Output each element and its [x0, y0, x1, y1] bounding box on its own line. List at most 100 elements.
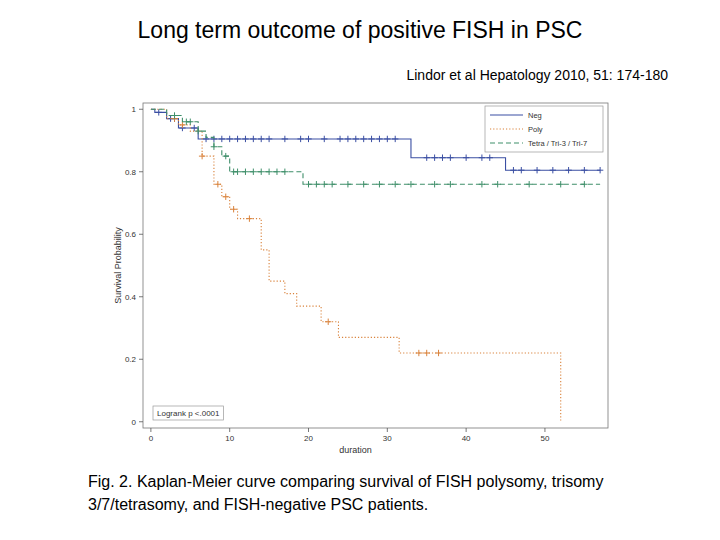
x-tick-label: 30	[383, 434, 392, 443]
censor-mark	[558, 181, 564, 187]
censor-mark	[211, 144, 217, 150]
censor-mark	[171, 112, 177, 118]
survival-curve	[151, 109, 600, 170]
x-tick	[466, 428, 467, 432]
censor-mark	[242, 169, 248, 175]
censor-mark	[518, 167, 524, 173]
x-tick-label: 0	[149, 434, 154, 443]
censor-mark	[223, 153, 229, 159]
y-tick-label: 0	[132, 418, 137, 427]
censor-mark	[282, 169, 288, 175]
censor-mark	[431, 181, 437, 187]
y-tick	[139, 234, 143, 235]
legend-swatch	[490, 142, 523, 143]
annotation: Logrank p <.0001	[157, 409, 220, 418]
censor-mark	[329, 181, 335, 187]
censor-mark	[360, 181, 366, 187]
censor-mark	[156, 109, 162, 115]
censor-mark	[479, 181, 485, 187]
censor-mark	[565, 167, 571, 173]
legend: NegPolyTetra / Tri-3 / Tri-7	[485, 106, 603, 152]
censor-mark	[376, 136, 382, 142]
x-tick	[150, 428, 151, 432]
y-axis-label: Survival Probability	[113, 227, 123, 304]
censor-mark	[550, 167, 556, 173]
censor-mark	[274, 169, 280, 175]
legend-swatch	[490, 128, 523, 129]
censor-mark	[435, 350, 441, 356]
y-tick	[139, 109, 143, 110]
survival-curve	[151, 109, 561, 422]
chart: Long term outcome of positive FISH in PS…	[0, 0, 720, 540]
censor-mark	[258, 169, 264, 175]
censor-mark	[297, 136, 303, 142]
censor-mark	[234, 169, 240, 175]
caption: Fig. 2. Kaplan-Meier curve comparing sur…	[88, 470, 648, 516]
censor-mark	[431, 154, 437, 160]
censor-mark	[392, 181, 398, 187]
annotation-box	[153, 406, 224, 420]
censor-mark	[494, 181, 500, 187]
censor-mark	[266, 136, 272, 142]
censor-mark	[337, 136, 343, 142]
y-tick	[139, 359, 143, 360]
censor-mark	[258, 136, 264, 142]
x-tick-label: 10	[225, 434, 234, 443]
y-tick	[139, 421, 143, 422]
censor-mark	[581, 181, 587, 187]
x-tick	[229, 428, 230, 432]
censor-mark	[392, 136, 398, 142]
y-tick-label: 1	[132, 105, 137, 114]
censor-mark	[353, 136, 359, 142]
censor-mark	[384, 136, 390, 142]
censor-mark	[282, 136, 288, 142]
censor-mark	[360, 136, 366, 142]
y-tick-label: 0.8	[125, 168, 137, 177]
censor-mark	[325, 319, 331, 325]
censor-mark	[345, 136, 351, 142]
censor-mark	[368, 136, 374, 142]
x-tick-label: 50	[540, 434, 549, 443]
censor-mark	[234, 136, 240, 142]
censor-mark	[424, 350, 430, 356]
censor-mark	[230, 206, 236, 212]
censor-mark	[597, 167, 603, 173]
censor-mark	[219, 136, 225, 142]
censor-mark	[487, 154, 493, 160]
y-tick	[139, 296, 143, 297]
title: Long term outcome of positive FISH in PS…	[138, 17, 583, 43]
y-tick-label: 0.4	[125, 293, 137, 302]
censor-mark	[250, 136, 256, 142]
plot-data	[151, 109, 603, 422]
censor-mark	[510, 167, 516, 173]
censor-mark	[447, 181, 453, 187]
legend-box	[485, 106, 603, 152]
censor-mark	[408, 181, 414, 187]
censor-mark	[439, 154, 445, 160]
censor-mark	[321, 136, 327, 142]
censor-mark	[250, 169, 256, 175]
legend-label: Neg	[528, 111, 542, 120]
legend-label: Poly	[528, 125, 543, 134]
censor-mark	[534, 167, 540, 173]
censor-mark	[223, 194, 229, 200]
x-tick	[544, 428, 545, 432]
censor-mark	[447, 154, 453, 160]
censor-mark	[581, 167, 587, 173]
censor-mark	[463, 154, 469, 160]
censor-mark	[199, 153, 205, 159]
x-tick	[387, 428, 388, 432]
plot-frame	[143, 103, 608, 428]
censor-mark	[187, 119, 193, 125]
censor-mark	[424, 154, 430, 160]
subtitle: Lindor et al Hepatology 2010, 51: 174-18…	[406, 67, 668, 83]
x-axis-label: duration	[339, 445, 372, 455]
censor-mark	[313, 181, 319, 187]
censor-mark	[376, 181, 382, 187]
legend-swatch	[490, 114, 523, 115]
x-tick-label: 20	[304, 434, 313, 443]
censor-mark	[345, 181, 351, 187]
censor-mark	[266, 169, 272, 175]
censor-mark	[246, 215, 252, 221]
censor-mark	[195, 128, 201, 134]
